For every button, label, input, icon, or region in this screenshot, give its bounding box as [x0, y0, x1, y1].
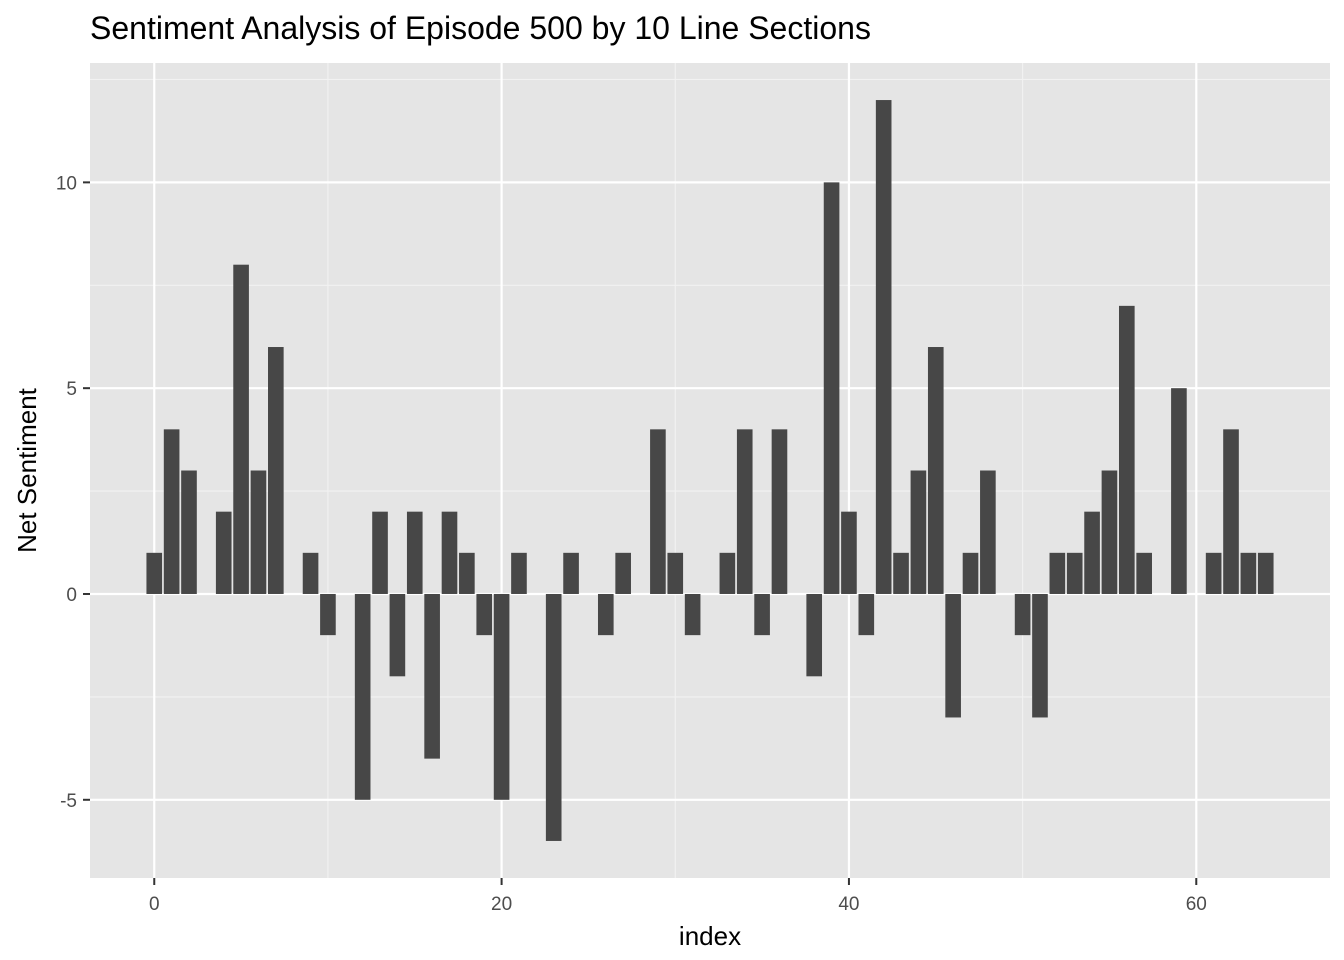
- y-axis-ticks: -5 0 5 10: [56, 173, 90, 812]
- x-axis-title: index: [679, 921, 741, 951]
- bar: [927, 347, 944, 594]
- minor-gridlines: [90, 63, 1330, 878]
- bar: [372, 511, 388, 594]
- bar: [511, 552, 527, 594]
- bar: [424, 593, 440, 759]
- bar: [441, 511, 458, 594]
- bar: [181, 470, 197, 594]
- bar: [1014, 593, 1031, 636]
- bar: [268, 347, 284, 594]
- bar: [736, 429, 753, 594]
- bar: [250, 470, 267, 594]
- bar: [215, 511, 232, 594]
- bar: [1205, 552, 1222, 594]
- bar: [962, 552, 979, 594]
- bar: [945, 593, 961, 718]
- bar: [146, 552, 163, 594]
- bar: [667, 552, 684, 594]
- x-tick-label: 0: [149, 894, 160, 915]
- bar: [1084, 511, 1100, 594]
- bar: [1118, 305, 1135, 594]
- bar: [493, 593, 510, 800]
- bar: [875, 100, 892, 594]
- bar: [163, 429, 180, 594]
- y-tick-label: 5: [66, 379, 77, 400]
- bar: [1032, 593, 1048, 718]
- bar: [354, 593, 371, 800]
- bars-group: [146, 100, 1274, 841]
- bar: [650, 429, 666, 594]
- bar: [1223, 429, 1239, 594]
- bar: [858, 593, 875, 636]
- bar: [893, 552, 909, 594]
- bar: [615, 552, 631, 594]
- bar: [597, 593, 614, 636]
- bar: [684, 593, 701, 636]
- bar: [1049, 552, 1066, 594]
- bar: [1240, 552, 1257, 594]
- bar: [771, 429, 788, 594]
- bar: [563, 552, 579, 594]
- bar: [980, 470, 996, 594]
- bar: [320, 593, 336, 636]
- x-tick-label: 20: [491, 894, 512, 915]
- bar: [233, 264, 249, 594]
- bar: [302, 552, 319, 594]
- y-tick-label: -5: [60, 791, 77, 812]
- x-axis-ticks: 0 20 40 60: [149, 878, 1207, 915]
- bar: [841, 511, 857, 594]
- bar: [406, 511, 423, 594]
- bar: [1136, 552, 1152, 594]
- bar: [910, 470, 927, 594]
- bar: [1066, 552, 1083, 594]
- bar: [823, 182, 840, 594]
- y-axis-title: Net Sentiment: [12, 387, 42, 553]
- x-tick-label: 40: [838, 894, 859, 915]
- bar: [1257, 552, 1274, 594]
- bar: [719, 552, 736, 594]
- bar: [459, 552, 475, 594]
- bar: [1171, 388, 1187, 594]
- bar: [806, 593, 823, 677]
- bar: [754, 593, 770, 636]
- bar: [545, 593, 562, 841]
- y-tick-label: 0: [66, 585, 77, 606]
- y-tick-label: 10: [56, 173, 77, 194]
- chart-title: Sentiment Analysis of Episode 500 by 10 …: [90, 10, 871, 46]
- bar: [476, 593, 493, 636]
- bar: [1101, 470, 1118, 594]
- x-tick-label: 60: [1186, 894, 1207, 915]
- bar: [389, 593, 406, 677]
